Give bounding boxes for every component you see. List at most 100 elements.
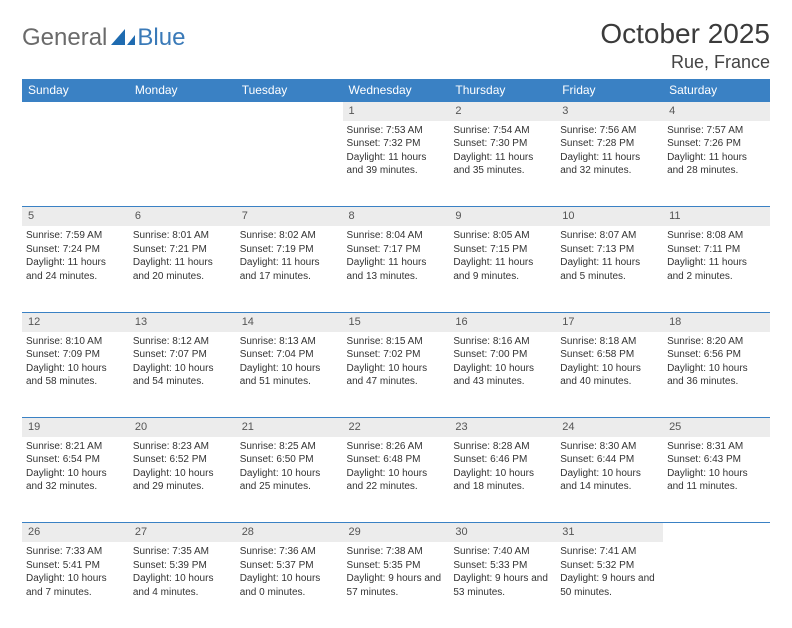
page-header: General Blue October 2025 Rue, France	[22, 18, 770, 73]
day-detail-cell: Sunrise: 7:33 AMSunset: 5:41 PMDaylight:…	[22, 542, 129, 628]
day-detail-row: Sunrise: 8:10 AMSunset: 7:09 PMDaylight:…	[22, 332, 770, 418]
day-detail-cell: Sunrise: 8:20 AMSunset: 6:56 PMDaylight:…	[663, 332, 770, 418]
daylight-text: Daylight: 10 hours and 58 minutes.	[26, 362, 125, 389]
day-detail-cell: Sunrise: 7:38 AMSunset: 5:35 PMDaylight:…	[343, 542, 450, 628]
day-detail-row: Sunrise: 7:59 AMSunset: 7:24 PM Daylight:…	[22, 226, 770, 312]
logo-text-blue: Blue	[137, 24, 185, 52]
sunrise-text: Sunrise: 8:31 AM	[667, 440, 766, 454]
daylight-text: Daylight: 10 hours and 47 minutes.	[347, 362, 446, 389]
sunrise-text: Sunrise: 8:13 AM	[240, 335, 339, 349]
sunrise-text: Sunrise: 8:01 AM	[133, 229, 232, 243]
day-number-cell	[236, 102, 343, 121]
sunset-text: Sunset: 6:44 PM	[560, 453, 659, 467]
day-detail-cell: Sunrise: 8:26 AMSunset: 6:48 PMDaylight:…	[343, 437, 450, 523]
sunrise-text: Sunrise: 7:56 AM	[560, 124, 659, 138]
day-detail-cell: Sunrise: 8:02 AMSunset: 7:19 PMDaylight:…	[236, 226, 343, 312]
day-detail-cell: Sunrise: 7:40 AMSunset: 5:33 PMDaylight:…	[449, 542, 556, 628]
day-number-cell: 14	[236, 312, 343, 331]
day-number-cell: 15	[343, 312, 450, 331]
sunset-text: Sunset: 5:37 PM	[240, 559, 339, 573]
day-number-cell: 18	[663, 312, 770, 331]
daylight-text: Daylight: 10 hours and 54 minutes.	[133, 362, 232, 389]
day-detail-cell: Sunrise: 8:05 AMSunset: 7:15 PMDaylight:…	[449, 226, 556, 312]
day-number-cell: 5	[22, 207, 129, 226]
sunrise-text: Sunrise: 8:10 AM	[26, 335, 125, 349]
day-number-row: 12131415161718	[22, 312, 770, 331]
day-number-cell: 30	[449, 523, 556, 542]
daylight-text: Daylight: 11 hours and 32 minutes.	[560, 151, 659, 178]
sunrise-text: Sunrise: 8:15 AM	[347, 335, 446, 349]
day-number-cell: 9	[449, 207, 556, 226]
sunrise-text: Sunrise: 8:26 AM	[347, 440, 446, 454]
daylight-text: Daylight: 11 hours and 39 minutes.	[347, 151, 446, 178]
day-number-cell: 6	[129, 207, 236, 226]
day-number-cell: 2	[449, 102, 556, 121]
sunset-text: Sunset: 6:43 PM	[667, 453, 766, 467]
day-number-cell: 12	[22, 312, 129, 331]
location: Rue, France	[600, 52, 770, 73]
sunrise-text: Sunrise: 8:12 AM	[133, 335, 232, 349]
daylight-text: Daylight: 10 hours and 14 minutes.	[560, 467, 659, 494]
day-detail-cell: Sunrise: 8:10 AMSunset: 7:09 PMDaylight:…	[22, 332, 129, 418]
day-number-cell: 20	[129, 418, 236, 437]
day-number-cell	[22, 102, 129, 121]
day-detail-cell: Sunrise: 8:07 AMSunset: 7:13 PMDaylight:…	[556, 226, 663, 312]
daylight-text: Daylight: 10 hours and 32 minutes.	[26, 467, 125, 494]
daylight-text: Daylight: 10 hours and 36 minutes.	[667, 362, 766, 389]
day-number-cell: 3	[556, 102, 663, 121]
title-block: October 2025 Rue, France	[600, 18, 770, 73]
weekday-header: Friday	[556, 79, 663, 102]
day-number-cell: 22	[343, 418, 450, 437]
day-detail-cell: Sunrise: 7:53 AMSunset: 7:32 PMDaylight:…	[343, 121, 450, 207]
sunrise-text: Sunrise: 7:35 AM	[133, 545, 232, 559]
day-detail-cell	[129, 121, 236, 207]
sunset-text: Sunset: 7:28 PM	[560, 137, 659, 151]
day-detail-row: Sunrise: 7:33 AMSunset: 5:41 PMDaylight:…	[22, 542, 770, 628]
day-detail-cell: Sunrise: 8:12 AMSunset: 7:07 PMDaylight:…	[129, 332, 236, 418]
daylight-text: Daylight: 11 hours and 2 minutes.	[667, 256, 766, 283]
day-number-cell: 31	[556, 523, 663, 542]
daylight-text: Daylight: 11 hours and 35 minutes.	[453, 151, 552, 178]
sunrise-text: Sunrise: 7:59 AM	[26, 229, 125, 243]
sunset-text: Sunset: 5:33 PM	[453, 559, 552, 573]
sunset-text: Sunset: 7:02 PM	[347, 348, 446, 362]
day-number-cell: 28	[236, 523, 343, 542]
sunset-text: Sunset: 7:21 PM	[133, 243, 232, 257]
sunset-text: Sunset: 7:04 PM	[240, 348, 339, 362]
day-number-cell: 10	[556, 207, 663, 226]
daylight-text: Daylight: 11 hours and 20 minutes.	[133, 256, 232, 283]
logo-sail-icon	[111, 29, 135, 47]
daylight-text: Daylight: 10 hours and 18 minutes.	[453, 467, 552, 494]
day-detail-cell: Sunrise: 8:30 AMSunset: 6:44 PMDaylight:…	[556, 437, 663, 523]
sunset-text: Sunset: 7:13 PM	[560, 243, 659, 257]
day-detail-row: Sunrise: 8:21 AMSunset: 6:54 PMDaylight:…	[22, 437, 770, 523]
day-number-row: 19202122232425	[22, 418, 770, 437]
day-detail-cell	[22, 121, 129, 207]
sunrise-text: Sunrise: 8:02 AM	[240, 229, 339, 243]
day-detail-cell: Sunrise: 8:13 AMSunset: 7:04 PMDaylight:…	[236, 332, 343, 418]
daylight-text: Daylight: 10 hours and 29 minutes.	[133, 467, 232, 494]
day-detail-cell: Sunrise: 8:08 AMSunset: 7:11 PMDaylight:…	[663, 226, 770, 312]
day-number-cell: 1	[343, 102, 450, 121]
daylight-text: Daylight: 11 hours and 9 minutes.	[453, 256, 552, 283]
day-detail-cell: Sunrise: 7:57 AMSunset: 7:26 PMDaylight:…	[663, 121, 770, 207]
sunset-text: Sunset: 7:24 PM	[26, 243, 125, 257]
sunrise-text: Sunrise: 7:53 AM	[347, 124, 446, 138]
day-number-cell: 7	[236, 207, 343, 226]
day-number-cell: 11	[663, 207, 770, 226]
weekday-header-row: SundayMondayTuesdayWednesdayThursdayFrid…	[22, 79, 770, 102]
sunrise-text: Sunrise: 8:30 AM	[560, 440, 659, 454]
sunrise-text: Sunrise: 8:18 AM	[560, 335, 659, 349]
day-detail-cell: Sunrise: 7:56 AMSunset: 7:28 PMDaylight:…	[556, 121, 663, 207]
daylight-text: Daylight: 11 hours and 28 minutes.	[667, 151, 766, 178]
weekday-header: Sunday	[22, 79, 129, 102]
sunrise-text: Sunrise: 8:16 AM	[453, 335, 552, 349]
sunset-text: Sunset: 5:32 PM	[560, 559, 659, 573]
daylight-text: Daylight: 10 hours and 7 minutes.	[26, 572, 125, 599]
day-number-cell: 16	[449, 312, 556, 331]
sunrise-text: Sunrise: 8:05 AM	[453, 229, 552, 243]
sunrise-text: Sunrise: 8:08 AM	[667, 229, 766, 243]
sunset-text: Sunset: 7:07 PM	[133, 348, 232, 362]
calendar-body: 1234Sunrise: 7:53 AMSunset: 7:32 PMDayli…	[22, 102, 770, 628]
sunrise-text: Sunrise: 7:41 AM	[560, 545, 659, 559]
